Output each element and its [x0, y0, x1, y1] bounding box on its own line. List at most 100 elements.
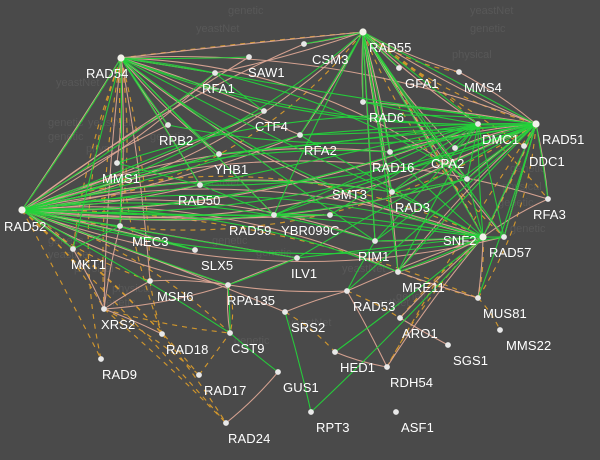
graph-edge	[21, 206, 399, 273]
graph-node-hed1[interactable]	[332, 349, 338, 355]
background-watermark: yeastNet	[196, 23, 239, 35]
graph-edge	[334, 236, 484, 353]
node-dots-group	[18, 28, 551, 426]
graph-edge	[299, 134, 484, 238]
background-watermark: genetic	[48, 117, 84, 129]
graph-edge	[120, 57, 479, 125]
graph-node-mms4[interactable]	[456, 69, 462, 75]
graph-edge	[362, 101, 537, 125]
graph-edge	[329, 123, 479, 216]
graph-node-ybr099c[interactable]	[327, 212, 333, 218]
graph-node-rad6[interactable]	[360, 99, 366, 105]
graph-node-gfa1[interactable]	[396, 65, 402, 71]
coexpression-edges-group	[21, 31, 549, 413]
graph-node-rfa2[interactable]	[297, 132, 303, 138]
graph-node-sgs1[interactable]	[445, 342, 451, 348]
graph-edge	[103, 308, 163, 335]
graph-node-rad59[interactable]	[271, 212, 277, 218]
graph-node-dmc1[interactable]	[475, 121, 481, 127]
graph-node-mkt1[interactable]	[70, 246, 76, 252]
graph-node-aro1[interactable]	[397, 315, 403, 321]
graph-edge	[391, 123, 537, 193]
graph-node-rad53[interactable]	[344, 288, 350, 294]
background-watermark: yeastNet	[48, 249, 91, 261]
graph-node-rad3[interactable]	[389, 189, 395, 195]
graph-node-rad55[interactable]	[359, 28, 367, 36]
graph-edge	[482, 123, 537, 238]
graph-edge	[102, 57, 122, 310]
graph-edge	[119, 57, 128, 227]
graph-node-rpt3[interactable]	[308, 409, 314, 415]
graph-node-rad51[interactable]	[532, 120, 540, 128]
graph-edge	[120, 57, 151, 282]
graph-node-rad16[interactable]	[387, 149, 393, 155]
graph-edge	[199, 123, 479, 186]
graph-node-rdh54[interactable]	[384, 364, 390, 370]
graph-node-saw1[interactable]	[246, 54, 252, 60]
graph-node-csm3[interactable]	[301, 41, 307, 47]
graph-edge	[397, 123, 537, 273]
graph-node-mms22[interactable]	[497, 327, 503, 333]
graph-edge	[21, 153, 220, 211]
graph-edge	[374, 123, 479, 242]
graph-node-rpa135[interactable]	[225, 282, 231, 288]
graph-node-rad9[interactable]	[98, 356, 104, 362]
graph-node-rad57[interactable]	[501, 234, 507, 240]
graph-edge	[21, 180, 393, 211]
graph-node-asf1[interactable]	[393, 409, 399, 415]
graph-edge	[21, 72, 216, 211]
graph-edge	[21, 209, 74, 250]
graph-node-srs2[interactable]	[282, 309, 288, 315]
background-watermark: yeastNet	[470, 5, 513, 17]
background-watermark: yeastNet	[56, 77, 99, 89]
graph-node-cpa2[interactable]	[452, 145, 458, 151]
graph-edge	[346, 240, 376, 292]
graph-edge	[119, 225, 196, 251]
graph-edge	[362, 31, 537, 125]
graph-edge	[386, 236, 484, 368]
graph-node-rfa1[interactable]	[212, 70, 218, 76]
graph-node-snf2[interactable]	[479, 233, 487, 241]
graph-node-cst9[interactable]	[227, 330, 233, 336]
graph-edge	[362, 31, 400, 69]
graph-node-yhb1[interactable]	[216, 151, 222, 157]
graph-node-ctf4[interactable]	[261, 108, 267, 114]
graph-edge	[299, 123, 479, 136]
graph-node-xrs2[interactable]	[101, 306, 107, 312]
graph-node-rad18[interactable]	[159, 331, 165, 337]
graph-node-rfa3[interactable]	[545, 196, 551, 202]
graph-node-slx5[interactable]	[192, 247, 198, 253]
graph-node-msh6[interactable]	[147, 278, 153, 284]
graph-edge	[346, 290, 401, 319]
graph-node-rpb2[interactable]	[165, 122, 171, 128]
graph-node-smt3[interactable]	[464, 176, 470, 182]
graph-edge	[120, 56, 250, 60]
graph-edge	[21, 123, 479, 211]
graph-node-rad54[interactable]	[117, 54, 125, 62]
graph-edge	[21, 209, 102, 360]
background-watermark: yeastNet	[88, 117, 131, 129]
background-watermark: genetic	[510, 163, 546, 175]
graph-node-mec3[interactable]	[117, 223, 123, 229]
graph-node-mus81[interactable]	[475, 295, 481, 301]
background-watermark: genetic	[510, 223, 546, 235]
graph-node-ilv1[interactable]	[294, 255, 300, 261]
graph-node-rad24[interactable]	[223, 420, 229, 426]
graph-edge	[21, 209, 151, 282]
graph-edge	[362, 31, 460, 73]
graph-edge	[362, 31, 376, 242]
graph-node-ddc1[interactable]	[521, 143, 527, 149]
graph-node-mre11[interactable]	[395, 269, 401, 275]
graph-node-rad52[interactable]	[18, 206, 26, 214]
graph-node-gus1[interactable]	[275, 369, 281, 375]
graph-node-rim1[interactable]	[372, 238, 378, 244]
graph-node-rad17[interactable]	[196, 372, 202, 378]
graph-edge	[362, 31, 505, 238]
graph-edge	[21, 209, 505, 263]
graph-edge	[227, 257, 298, 286]
graph-edge	[329, 214, 484, 238]
graph-edge	[273, 123, 479, 216]
graph-node-rad50[interactable]	[197, 182, 203, 188]
graph-node-mms1[interactable]	[114, 160, 120, 166]
